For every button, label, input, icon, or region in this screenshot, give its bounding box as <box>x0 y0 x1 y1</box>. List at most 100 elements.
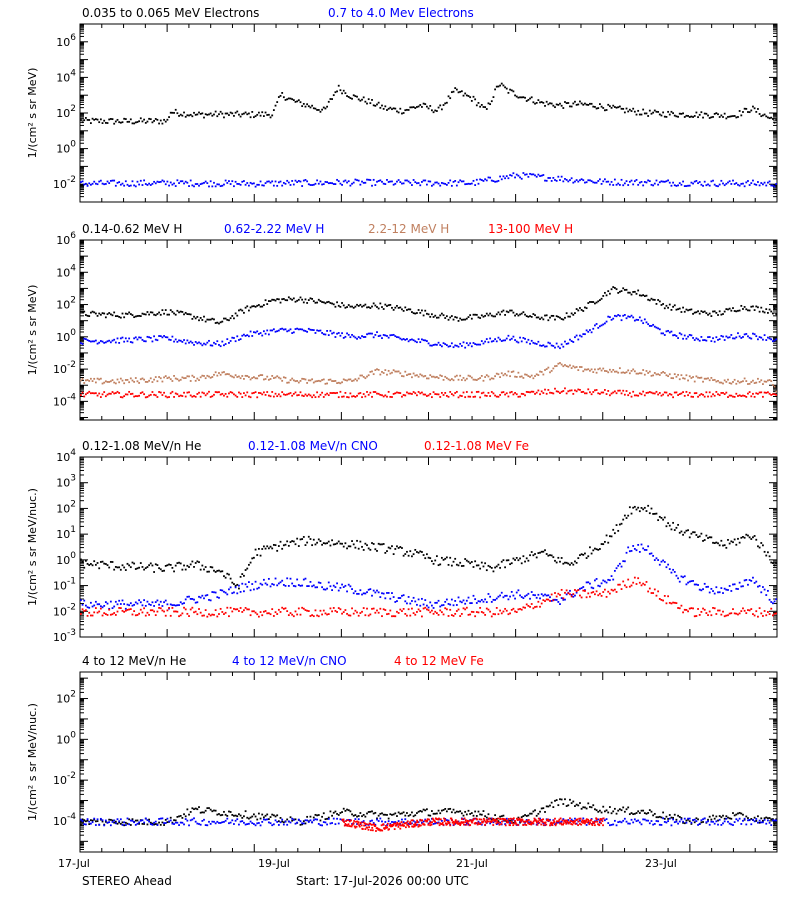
data-point <box>434 601 437 604</box>
data-point <box>559 347 561 350</box>
data-point <box>728 115 731 118</box>
data-point <box>560 588 563 591</box>
data-point <box>402 594 405 597</box>
data-point <box>379 607 382 610</box>
data-point <box>765 115 768 118</box>
data-point <box>648 370 651 373</box>
data-point <box>763 113 766 116</box>
data-point <box>362 592 365 595</box>
data-point <box>372 543 375 545</box>
data-point <box>329 329 332 332</box>
data-point <box>141 120 144 123</box>
data-point <box>600 543 603 545</box>
data-point <box>179 113 182 116</box>
data-point <box>459 317 462 320</box>
data-point <box>96 820 99 823</box>
data-point <box>688 116 691 118</box>
data-point <box>213 613 215 616</box>
legend-entry: 2.2-12 MeV H <box>368 222 449 236</box>
data-point <box>677 337 679 339</box>
data-point <box>698 614 701 616</box>
data-point <box>702 380 704 383</box>
data-point <box>552 176 555 179</box>
data-point <box>627 369 630 372</box>
data-point <box>394 392 397 395</box>
data-point <box>104 183 107 185</box>
data-point <box>710 395 713 398</box>
data-point <box>602 391 605 394</box>
data-point <box>391 334 393 336</box>
data-point <box>743 185 746 188</box>
data-point <box>174 313 177 316</box>
data-point <box>186 564 189 567</box>
data-point <box>332 392 335 394</box>
data-point <box>299 296 302 299</box>
data-point <box>96 611 99 614</box>
data-point <box>178 339 180 342</box>
data-point <box>707 537 709 539</box>
data-point <box>128 311 131 314</box>
data-point <box>332 584 335 587</box>
data-point <box>404 306 407 309</box>
data-point <box>627 315 630 318</box>
data-point <box>555 103 558 106</box>
data-point <box>426 608 428 611</box>
data-point <box>773 185 776 188</box>
data-point <box>224 611 227 614</box>
data-point <box>189 340 192 343</box>
data-point <box>722 335 724 338</box>
data-point <box>722 116 724 118</box>
data-point <box>607 103 610 106</box>
data-point <box>213 341 215 344</box>
data-point <box>254 185 257 188</box>
data-point <box>254 391 257 394</box>
data-point <box>693 115 696 117</box>
data-point <box>762 310 764 313</box>
data-point <box>126 379 129 381</box>
data-point <box>715 185 718 187</box>
data-point <box>525 603 528 606</box>
data-point <box>306 302 309 304</box>
data-point <box>424 309 427 312</box>
data-point <box>637 372 640 375</box>
data-point <box>281 606 284 609</box>
data-point <box>136 602 139 605</box>
data-point <box>720 114 723 117</box>
data-point <box>169 392 172 395</box>
data-point <box>723 184 726 187</box>
data-point <box>226 318 229 321</box>
data-point <box>284 584 287 587</box>
data-point <box>753 333 756 336</box>
data-point <box>668 601 671 604</box>
data-point <box>297 394 300 396</box>
y-tick-label: 10-3 <box>53 628 76 644</box>
data-point <box>602 367 605 370</box>
data-point <box>396 304 398 307</box>
data-point <box>254 305 257 308</box>
data-point <box>545 553 548 555</box>
data-point <box>590 591 593 594</box>
data-point <box>509 309 511 312</box>
data-point <box>477 378 480 380</box>
data-point <box>580 596 583 599</box>
data-point <box>610 181 613 183</box>
data-point <box>81 391 84 394</box>
data-point <box>84 609 87 612</box>
data-point <box>266 180 269 183</box>
data-point <box>419 341 422 344</box>
data-point <box>702 339 704 342</box>
data-point <box>660 180 663 183</box>
data-point <box>417 375 420 378</box>
data-point <box>259 611 262 613</box>
data-point <box>369 588 372 591</box>
data-point <box>767 551 769 554</box>
data-point <box>712 337 714 340</box>
data-point <box>565 561 568 564</box>
data-point <box>519 336 521 339</box>
data-point <box>627 291 630 294</box>
data-point <box>193 376 195 379</box>
data-point <box>730 334 733 336</box>
data-point <box>454 557 457 560</box>
data-point <box>457 320 460 322</box>
data-point <box>700 310 703 313</box>
